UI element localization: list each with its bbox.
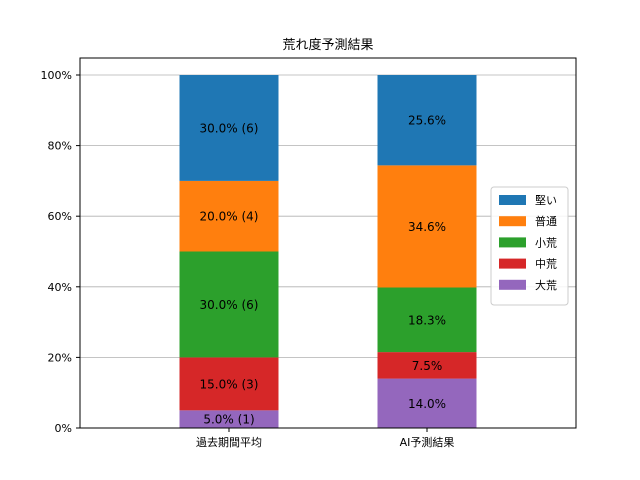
- legend-swatch: [499, 216, 526, 227]
- legend-swatch: [499, 195, 526, 205]
- legend-label: 堅い: [535, 194, 557, 207]
- bar-segment-普通: [377, 165, 477, 288]
- data-label: 34.6%: [408, 220, 446, 234]
- segment-labels: 5.0% (1) 15.0% (3) 30.0% (6) 20.0% (4) 30.0%…: [200, 114, 447, 427]
- data-label: 18.3%: [408, 313, 446, 327]
- data-label: 30.0% (6): [200, 121, 259, 135]
- bar-segment-大荒: [179, 410, 279, 428]
- legend-swatch: [499, 258, 526, 269]
- y-tick-label: 40%: [48, 281, 72, 294]
- bar-segment-大荒: [377, 378, 477, 428]
- data-label: 15.0% (3): [200, 377, 259, 391]
- bar-segment-堅い: [179, 75, 279, 181]
- bars: [179, 75, 477, 428]
- data-label: 20.0% (4): [200, 210, 259, 224]
- y-tick-label: 20%: [48, 351, 72, 364]
- bar-segment-小荒: [377, 287, 477, 353]
- data-label: 7.5%: [412, 359, 443, 373]
- y-tick-label: 100%: [41, 69, 72, 82]
- chart-title: 荒れ度予測結果: [282, 37, 373, 53]
- data-label: 5.0% (1): [203, 413, 254, 427]
- y-tick-label: 60%: [48, 210, 72, 223]
- legend-swatch: [499, 237, 526, 248]
- x-tick-label: 過去期間平均: [196, 436, 262, 449]
- y-tick-label: 0%: [55, 422, 72, 435]
- bar-segment-普通: [179, 180, 279, 252]
- legend-label: 大荒: [535, 278, 557, 292]
- legend-label: 中荒: [535, 258, 557, 271]
- bar-segment-堅い: [377, 75, 477, 166]
- legend-label: 小荒: [535, 236, 557, 249]
- data-label: 14.0%: [408, 397, 446, 411]
- bar-segment-中荒: [179, 357, 279, 411]
- data-label: 30.0% (6): [200, 298, 259, 312]
- plot-frame: [79, 57, 577, 429]
- data-label: 25.6%: [408, 114, 446, 128]
- bar-segment-中荒: [377, 352, 477, 379]
- axes: 0% 20% 40% 60% 80% 100% 過去期間平均 AI予測結果: [41, 69, 455, 449]
- legend-swatch: [499, 279, 526, 290]
- legend-label: 普通: [535, 214, 557, 228]
- bar-segment-小荒: [179, 251, 279, 358]
- y-tick-label: 80%: [48, 140, 72, 153]
- x-tick-label: AI予測結果: [400, 435, 455, 449]
